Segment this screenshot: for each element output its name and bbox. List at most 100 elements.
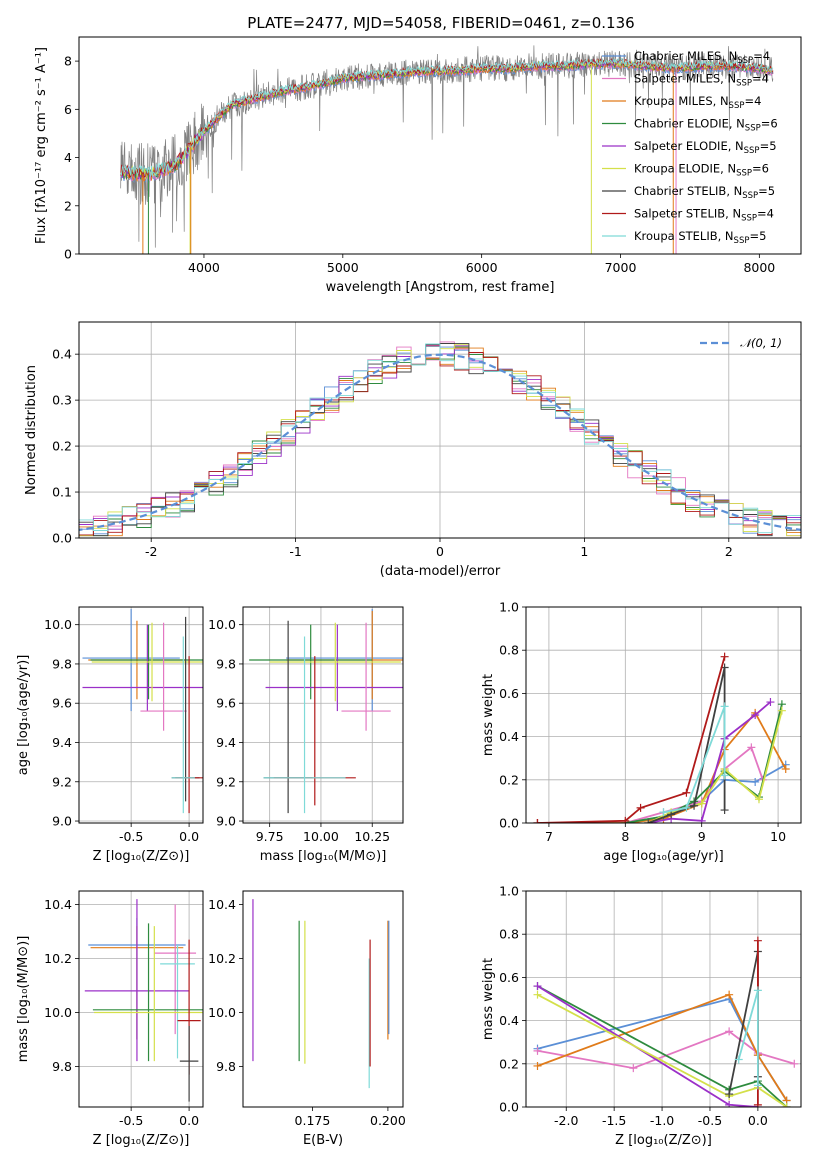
legend-entry-count: =4 (744, 94, 761, 108)
weight_vs_Z-ytick-label: 0.0 (499, 1100, 519, 1115)
spectrum-ytick-label: 6 (64, 102, 72, 117)
legend-entry-count: =5 (760, 139, 777, 153)
weight_vs_Z-xlabel: Z [log₁₀(Z/Z⊙)] (615, 1133, 712, 1148)
age_vs_Z-ytick-label: 9.6 (52, 696, 72, 711)
weight_vs_age-series-line (537, 763, 787, 823)
weight_vs_Z-series-marker (533, 982, 542, 991)
mass_vs_EBV-ytick-label: 10.0 (208, 1005, 236, 1020)
legend-entry-4: Salpeter ELODIE, NSSP=5 (634, 139, 777, 156)
legend-entry-count: =6 (761, 117, 778, 131)
residuals-xtick-label: 1 (580, 544, 588, 559)
mass_vs_EBV-axes: 0.175 0.200 9.8 10.0 10.2 10.4 E(B-V) (208, 897, 406, 1148)
legend-entry-name: Salpeter ELODIE, N (634, 139, 744, 153)
mass_vs_Z-frame (78, 890, 204, 1108)
spectrum-xtick-label: 6000 (466, 260, 498, 275)
legend-entry-subscript: SSP (742, 191, 758, 201)
legend-entry-name: Kroupa STELIB, N (634, 229, 734, 243)
age_vs_mass-axes: 9.75 10.00 10.25 9.0 9.2 9.4 9.6 9.8 10.0 mass [l… (208, 607, 403, 864)
legend-entry-count: =5 (758, 184, 775, 198)
age_vs_mass-ytick-label: 9.2 (216, 774, 236, 789)
spectrum-axes: 4000 5000 6000 7000 8000 0 2 4 6 8 wavelength [Ang… (34, 47, 775, 295)
legend-entry-name: Salpeter MILES, N (634, 72, 736, 86)
mass_vs_Z-ytick-label: 9.8 (52, 1059, 72, 1074)
weight_vs_Z-series-marker (753, 1100, 762, 1107)
age_vs_Z-xlabel: Z [log₁₀(Z/Z⊙)] (93, 849, 190, 864)
normal-reference-curve (79, 353, 801, 532)
weight_vs_age-series-marker (659, 808, 668, 817)
weight_vs_age-series-marker (777, 706, 786, 715)
weight_vs_age-ytick-label: 0.8 (499, 643, 519, 658)
weight_vs_Z-series-marker (629, 1064, 638, 1073)
weight_vs_age-ytick-label: 1.0 (499, 600, 519, 615)
weight_vs_Z-series-marker (753, 1081, 762, 1090)
weight_vs_age-series-marker (644, 819, 653, 823)
age_vs_Z-frame (78, 606, 204, 824)
residuals-ytick-label: 0.3 (52, 393, 72, 408)
legend-entry-count: =5 (749, 229, 766, 243)
age_vs_mass-ytick-label: 9.6 (216, 696, 236, 711)
weight_vs_age-series-line (663, 706, 726, 814)
weight_vs_age-xlabel: age [log₁₀(age/yr)] (603, 849, 724, 864)
residuals-plot-area (79, 341, 801, 537)
plot-layer: 4000 5000 6000 7000 8000 0 2 4 6 8 wavelength [Ang… (16, 36, 802, 1148)
residuals-xtick-label: -2 (145, 544, 157, 559)
weight_vs_age-ytick-label: 0.4 (499, 729, 519, 744)
weight_vs_Z-series-marker (725, 1090, 734, 1099)
weight_vs_age-series-marker (697, 799, 706, 808)
weight_vs_age-ytick-label: 0.2 (499, 772, 519, 787)
mass_vs_Z-ylabel: mass [log₁₀(M/M⊙)] (16, 936, 31, 1063)
weight_vs_Z-series-marker (790, 1059, 799, 1068)
residuals-xtick-label: 0 (436, 544, 444, 559)
weight_vs_age-xtick-label: 8 (621, 829, 629, 844)
weight_vs_age-series-marker (754, 795, 763, 804)
legend-entry-5: Kroupa ELODIE, NSSP=6 (634, 162, 769, 179)
weight_vs_Z-xtick-label: -2.0 (554, 1113, 578, 1128)
spectrum-xtick-label: 7000 (605, 260, 637, 275)
weight_vs_age-series-marker (621, 816, 630, 823)
residuals-xtick-label: -1 (289, 544, 301, 559)
age_vs_Z-ytick-label: 9.8 (52, 656, 72, 671)
weight_vs_Z-series-marker (533, 1061, 542, 1070)
weight_vs_Z-ytick-label: 0.6 (499, 970, 519, 985)
legend-entry-subscript: SSP (734, 236, 750, 246)
weight_vs_Z-axes: -2.0 -1.5 -1.0 -0.5 0.0 0.0 0.2 0.4 0.6 0.8 1.0 Z [… (481, 884, 801, 1148)
reference-legend-label: 𝒩(0, 1) (740, 336, 782, 350)
age_vs_Z-plot-area (82, 608, 203, 814)
residuals-ytick-label: 0.2 (52, 439, 72, 454)
spectrum-xtick-label: 4000 (188, 260, 220, 275)
residuals-ytick-label: 0.0 (52, 531, 72, 546)
residuals-xlabel: (data-model)/error (380, 564, 501, 579)
mass_vs_Z-ytick-label: 10.4 (44, 897, 72, 912)
weight_vs_age-series-marker (720, 806, 729, 815)
mass_vs_EBV-xtick-label: 0.175 (295, 1113, 331, 1128)
age_vs_mass-ytick-label: 9.4 (216, 735, 236, 750)
spectrum-ytick-label: 4 (64, 150, 72, 165)
residuals-frame (78, 321, 802, 539)
weight_vs_age-xtick-label: 10 (770, 829, 786, 844)
mass_vs_Z-ytick-label: 10.2 (44, 951, 72, 966)
legend-entry-count: =4 (753, 49, 770, 63)
mass_vs_EBV-ytick-label: 9.8 (216, 1059, 236, 1074)
spectrum-xtick-label: 5000 (327, 260, 359, 275)
weight_vs_Z-series-line (537, 985, 788, 1107)
legend-entry-0: Chabrier MILES, NSSP=4 (634, 49, 770, 66)
age_vs_mass-xlabel: mass [log₁₀(M/M⊙)] (260, 849, 387, 864)
weight_vs_age-series-marker (751, 777, 760, 786)
weight_vs_age-ytick-label: 0.6 (499, 686, 519, 701)
weight_vs_Z-series-line (537, 993, 788, 1107)
weight_vs_age-series-line (648, 701, 771, 823)
age_vs_Z-xtick-label: -0.5 (119, 829, 143, 844)
weight_vs_Z-ytick-label: 0.4 (499, 1013, 519, 1028)
age_vs_mass-xtick-label: 9.75 (256, 829, 284, 844)
mass_vs_Z-xtick-label: 0.0 (179, 1113, 199, 1128)
weight_vs_Z-series-marker (753, 986, 762, 995)
weight_vs_Z-series-marker (725, 1027, 734, 1036)
weight_vs_age-series-marker (747, 743, 756, 752)
residuals-axes: -2 -1 0 1 2 0.0 0.1 0.2 0.3 0.4 (data-model)/error… (24, 322, 801, 579)
legend-entry-2: Kroupa MILES, NSSP=4 (634, 94, 761, 111)
weight_vs_age-series-line (647, 667, 726, 823)
legend-entry-count: =4 (752, 72, 769, 86)
weight_vs_Z-frame (525, 890, 802, 1108)
weight_vs_age-xtick-label: 9 (698, 829, 706, 844)
legend-entry-subscript: SSP (736, 79, 752, 89)
